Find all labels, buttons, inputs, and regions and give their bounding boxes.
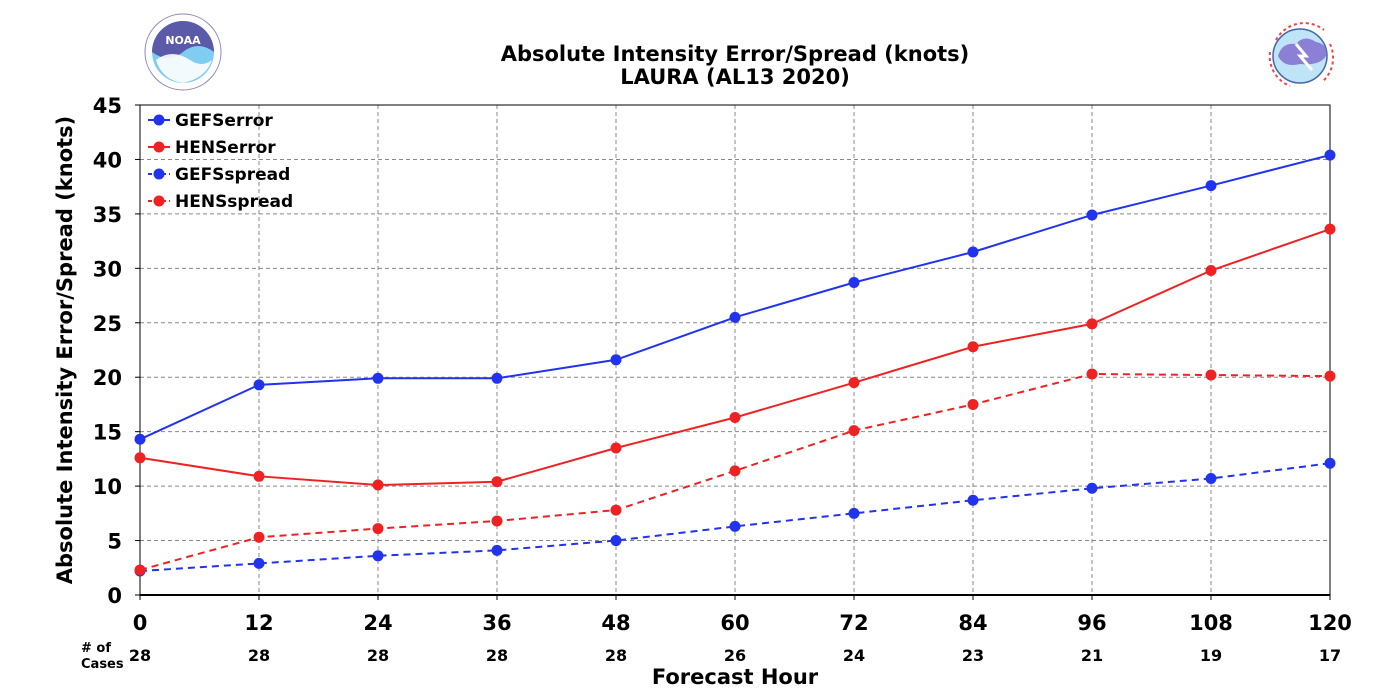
x-tick-label: 24 — [363, 611, 392, 635]
legend-swatch-marker — [153, 114, 165, 126]
data-point-hensspread — [1086, 368, 1098, 380]
legend-swatch-marker — [153, 141, 165, 153]
data-point-gefserror — [1205, 180, 1217, 192]
legend-swatch-marker — [153, 168, 165, 180]
data-point-hensspread — [253, 531, 265, 543]
x-tick-label: 60 — [720, 611, 749, 635]
data-point-henserror — [1086, 318, 1098, 330]
data-point-gefsspread — [491, 544, 503, 556]
data-point-henserror — [967, 341, 979, 353]
x-tick-label: 48 — [601, 611, 630, 635]
data-point-hensspread — [610, 504, 622, 516]
cases-header-line1: # of — [81, 641, 111, 656]
data-point-hensspread — [1205, 369, 1217, 381]
legend-label: GEFSspread — [175, 165, 290, 185]
case-count: 28 — [605, 646, 627, 665]
cases-header-line2: Cases — [81, 657, 124, 672]
legend-swatch-marker — [153, 195, 165, 207]
chart-title: Absolute Intensity Error/Spread (knots) — [501, 42, 970, 66]
series-line-gefsspread — [139, 462, 1331, 573]
y-tick-label: 20 — [93, 366, 122, 390]
data-point-gefsspread — [967, 494, 979, 506]
legend: GEFSerror HENSerror GEFSspread HENSspread — [148, 111, 293, 212]
case-count: 19 — [1200, 646, 1222, 665]
data-point-hensspread — [372, 523, 384, 535]
data-point-gefsspread — [372, 550, 384, 562]
data-point-henserror — [848, 377, 860, 389]
y-tick-label: 0 — [107, 584, 122, 608]
data-point-henserror — [372, 479, 384, 491]
data-point-gefsspread — [1324, 457, 1336, 469]
data-point-gefserror — [134, 433, 146, 445]
case-count: 17 — [1319, 646, 1341, 665]
y-tick-label: 45 — [93, 94, 122, 118]
x-tick-label: 96 — [1077, 611, 1106, 635]
y-tick-label: 30 — [93, 257, 122, 281]
y-tick-label: 5 — [107, 530, 122, 554]
data-point-henserror — [729, 412, 741, 424]
data-point-henserror — [491, 476, 503, 488]
case-count: 28 — [367, 646, 389, 665]
y-tick-label: 40 — [93, 148, 122, 172]
case-count: 21 — [1081, 646, 1103, 665]
noaa-logo: NOAA — [144, 13, 222, 91]
legend-label: HENSerror — [175, 138, 276, 158]
x-tick-label: 120 — [1308, 611, 1352, 635]
case-count: 26 — [724, 646, 746, 665]
y-tick-label: 10 — [93, 475, 122, 499]
data-point-gefserror — [729, 311, 741, 323]
data-point-hensspread — [1324, 370, 1336, 382]
x-tick-label: 12 — [244, 611, 273, 635]
data-point-gefserror — [610, 354, 622, 366]
y-tick-label: 25 — [93, 312, 122, 336]
x-tick-label: 108 — [1189, 611, 1233, 635]
data-point-henserror — [1324, 223, 1336, 235]
data-point-gefsspread — [253, 557, 265, 569]
y-axis-label: Absolute Intensity Error/Spread (knots) — [53, 116, 77, 585]
data-point-gefsspread — [1205, 472, 1217, 484]
data-point-henserror — [610, 442, 622, 454]
data-point-henserror — [253, 470, 265, 482]
legend-label: HENSspread — [175, 192, 293, 212]
data-point-gefserror — [491, 372, 503, 384]
case-count: 23 — [962, 646, 984, 665]
x-tick-label: 36 — [482, 611, 511, 635]
data-point-henserror — [1205, 265, 1217, 277]
nws-logo — [1264, 20, 1336, 92]
data-point-hensspread — [848, 425, 860, 437]
data-point-henserror — [134, 452, 146, 464]
case-count: 28 — [486, 646, 508, 665]
noaa-logo-label: NOAA — [165, 34, 201, 47]
data-point-hensspread — [134, 564, 146, 576]
legend-label: GEFSerror — [175, 111, 273, 131]
series-lines — [134, 149, 1336, 577]
data-point-gefserror — [967, 246, 979, 258]
case-count: 28 — [248, 646, 270, 665]
data-point-gefserror — [253, 379, 265, 391]
case-count: 28 — [129, 646, 151, 665]
x-tick-label: 84 — [958, 611, 987, 635]
data-point-gefsspread — [610, 535, 622, 547]
data-point-hensspread — [967, 398, 979, 410]
data-point-gefserror — [372, 372, 384, 384]
case-count: 24 — [843, 646, 865, 665]
data-point-gefsspread — [1086, 482, 1098, 494]
data-point-gefserror — [848, 276, 860, 288]
chart-subtitle: LAURA (AL13 2020) — [620, 65, 850, 89]
data-point-hensspread — [729, 465, 741, 477]
data-point-gefserror — [1086, 209, 1098, 221]
y-tick-label: 35 — [93, 203, 122, 227]
data-point-gefsspread — [848, 507, 860, 519]
x-tick-label: 0 — [133, 611, 148, 635]
data-point-hensspread — [491, 515, 503, 527]
data-point-gefsspread — [729, 520, 741, 532]
data-point-gefserror — [1324, 149, 1336, 161]
tick-labels: 0 12 24 36 48 60 72 84 96 108 120 0 5 10 15 20 25 30 35 40 4… — [93, 94, 1352, 635]
x-axis-label: Forecast Hour — [652, 665, 819, 689]
y-tick-label: 15 — [93, 421, 122, 445]
x-tick-label: 72 — [839, 611, 868, 635]
cases-row: 28 28 28 28 28 26 24 23 21 19 17 — [129, 646, 1341, 665]
